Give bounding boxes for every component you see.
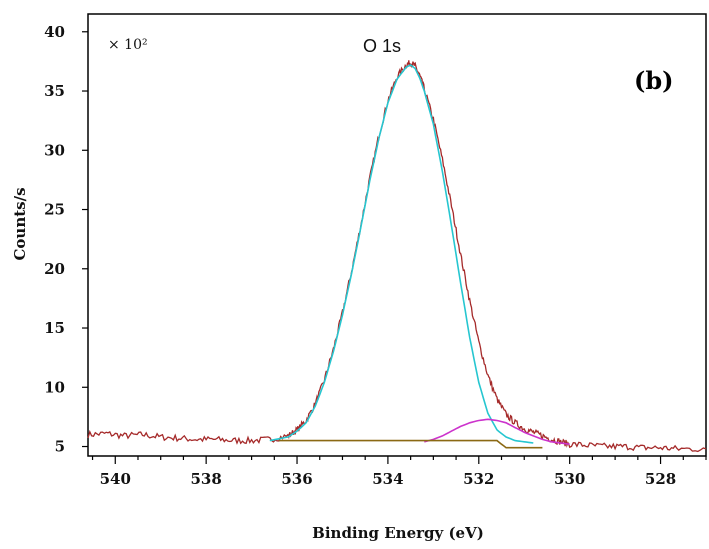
x-axis-title: Binding Energy (eV) xyxy=(312,524,484,542)
x-tick-label: 538 xyxy=(190,470,221,488)
series-line-0 xyxy=(87,60,707,453)
x-tick-label: 534 xyxy=(372,470,403,488)
y-axis: 5 10 15 20 25 30 35 40 xyxy=(44,23,88,456)
series-line-1 xyxy=(269,64,534,444)
y-multiplier-label: × 10² xyxy=(108,37,148,53)
peak-annotation: O 1s xyxy=(363,36,401,56)
plot-area xyxy=(87,13,707,457)
series-line-2 xyxy=(424,418,570,445)
y-tick-label: 35 xyxy=(44,82,65,100)
plot-frame xyxy=(87,13,707,457)
panel-label: (b) xyxy=(634,66,674,95)
x-tick-label: 536 xyxy=(281,470,312,488)
x-tick-label: 528 xyxy=(645,470,676,488)
y-tick-label: 10 xyxy=(44,378,65,396)
y-tick-label: 25 xyxy=(44,201,65,219)
x-axis: 540 538 536 534 532 530 528 xyxy=(91,456,707,488)
series-layer xyxy=(87,60,707,453)
y-axis-title: Counts/s xyxy=(11,187,29,260)
y-tick-label: 40 xyxy=(44,23,65,41)
y-tick-label: 5 xyxy=(55,438,65,456)
y-tick-label: 20 xyxy=(44,260,65,278)
series-line-3 xyxy=(278,439,543,449)
x-tick-label: 540 xyxy=(100,470,131,488)
y-tick-label: 30 xyxy=(44,141,65,159)
x-tick-label: 532 xyxy=(463,470,494,488)
y-tick-label: 15 xyxy=(44,319,65,337)
x-tick-label: 530 xyxy=(554,470,585,488)
